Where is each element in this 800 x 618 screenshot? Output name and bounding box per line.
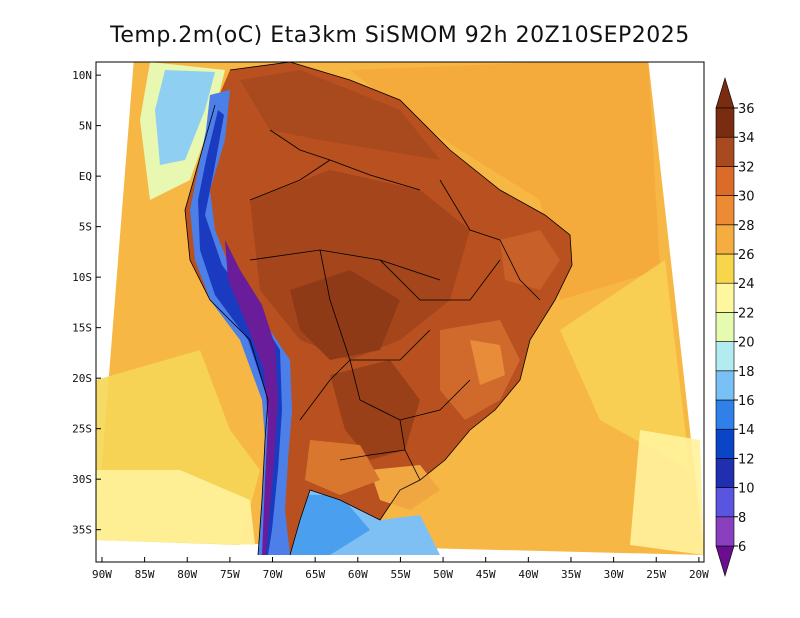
colorbar-bin (715, 282, 735, 313)
land-northern-rim (240, 70, 440, 160)
ocean-cool-southeast (630, 430, 704, 555)
lon-tick-label: 75W (220, 568, 240, 581)
colorbar-label: 34 (738, 131, 755, 146)
lon-tick-label: 20W (689, 568, 709, 581)
longitude-axis: 90W 85W 80W 75W 70W 65W 60W 55W 50W 45W 40W 35W 30W 2… (92, 557, 709, 581)
lon-tick-label: 40W (518, 568, 538, 581)
colorbar-label: 16 (738, 394, 755, 409)
colorbar-label: 36 (738, 102, 755, 117)
colorbar-bin (715, 224, 735, 255)
ocean-south-colder (290, 495, 370, 555)
land-southeast-lighter (470, 340, 505, 385)
colorbar-label: 22 (738, 306, 755, 321)
map-area (96, 62, 704, 556)
land-hotter-center (290, 270, 400, 360)
colorbar-label: 8 (738, 511, 746, 526)
lat-tick-label: 5S (79, 221, 92, 234)
colorbar-bin (715, 166, 735, 196)
colorbar-bin (715, 312, 735, 342)
ocean-pacific-north-cold (155, 70, 215, 165)
lon-tick-label: 60W (348, 568, 368, 581)
lon-tick-label: 55W (390, 568, 410, 581)
colorbar-label: 20 (738, 336, 755, 351)
colorbar-label: 28 (738, 219, 755, 234)
colorbar-label: 30 (738, 190, 755, 205)
colorbar-bin (715, 253, 735, 284)
colorbar-label: 14 (738, 423, 755, 438)
lat-tick-label: 10S (72, 271, 92, 284)
land-northeast-cooler (500, 230, 560, 290)
colorbar-label: 32 (738, 160, 755, 175)
colorbar-label: 24 (738, 277, 755, 292)
colorbar-label: 10 (738, 482, 755, 497)
land-chaco-hot (330, 360, 420, 460)
colorbar-bin (715, 428, 735, 459)
latitude-axis: 10N 5N EQ 5S 10S 15S 20S 25S 30S 35S (72, 69, 101, 537)
lon-tick-label: 25W (646, 568, 666, 581)
lon-tick-label: 70W (263, 568, 283, 581)
colorbar-bin (715, 516, 735, 547)
colorbar-bin (715, 107, 735, 138)
lat-tick-label: 30S (72, 473, 92, 486)
colorbar-bin (715, 136, 735, 167)
colorbar-bin (715, 370, 735, 401)
colorbar-bin (715, 458, 735, 488)
lon-tick-label: 35W (561, 568, 581, 581)
colorbar-min-arrow (715, 545, 735, 578)
andes-coldest-core (225, 240, 278, 555)
lat-tick-label: 5N (79, 120, 92, 133)
ocean-cool-east (560, 260, 690, 470)
lat-tick-label: 10N (72, 69, 92, 82)
colorbar-bin (715, 195, 735, 226)
lat-tick-label: 15S (72, 322, 92, 335)
colorbar-max-arrow (715, 76, 735, 109)
lat-tick-label: EQ (79, 170, 92, 183)
land-pampas-warm (305, 440, 380, 495)
lat-tick-label: 20S (72, 372, 92, 385)
lon-tick-label: 85W (135, 568, 155, 581)
colorbar: 6 8 10 12 14 16 18 20 22 24 26 28 30 32 34 36 (715, 76, 755, 578)
colorbar-label: 26 (738, 248, 755, 263)
map-title: Temp.2m(oC) Eta3km SiSMOM 92h 20Z10SEP20… (109, 23, 690, 48)
colorbar-label: 6 (738, 540, 746, 555)
colorbar-bin (715, 399, 735, 430)
lon-tick-label: 65W (305, 568, 325, 581)
ocean-warm-north (350, 62, 660, 300)
political-borders (184, 62, 573, 556)
colorbar-bin (715, 341, 735, 372)
lat-tick-label: 25S (72, 423, 92, 436)
ocean-pacific-lighter (96, 470, 255, 545)
lat-tick-label: 35S (72, 524, 92, 537)
lon-tick-label: 45W (476, 568, 496, 581)
lon-tick-label: 30W (604, 568, 624, 581)
lon-tick-label: 50W (433, 568, 453, 581)
lon-tick-label: 80W (177, 568, 197, 581)
colorbar-label: 18 (738, 365, 755, 380)
lon-tick-label: 90W (92, 568, 112, 581)
colorbar-label: 12 (738, 452, 755, 467)
colorbar-bin (715, 487, 735, 518)
